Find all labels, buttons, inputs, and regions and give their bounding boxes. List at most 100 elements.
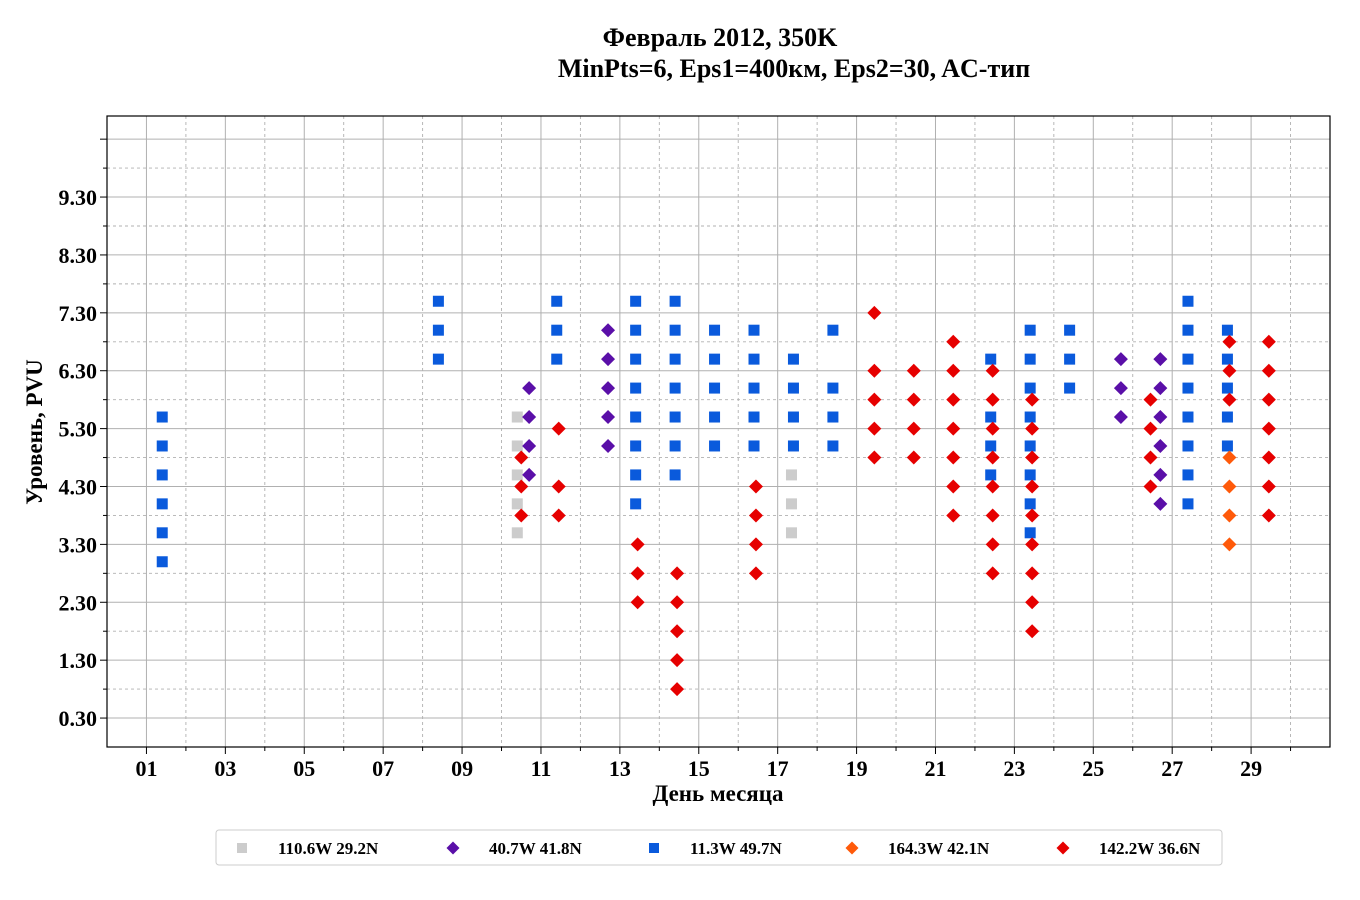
x-tick-label: 19 <box>846 756 868 781</box>
data-point <box>432 295 444 307</box>
data-point <box>156 527 168 539</box>
data-point <box>432 324 444 336</box>
data-point <box>669 411 681 423</box>
data-point <box>522 381 537 396</box>
plot-area <box>106 115 1331 748</box>
data-point <box>785 469 797 481</box>
data-point <box>1221 382 1233 394</box>
grid <box>107 116 1330 747</box>
data-point <box>670 566 685 581</box>
x-tick-label: 13 <box>609 756 631 781</box>
x-tick-label: 07 <box>372 756 394 781</box>
x-tick-label: 29 <box>1240 756 1262 781</box>
data-point <box>1113 352 1128 367</box>
legend: 110.6W 29.2N 40.7W 41.8N 11.3W 49.7N 164.3W… <box>215 829 1223 866</box>
data-point <box>630 324 642 336</box>
data-point <box>522 438 537 453</box>
data-point <box>1221 411 1233 423</box>
data-point <box>1064 382 1076 394</box>
data-point <box>827 411 839 423</box>
data-point <box>785 527 797 539</box>
data-point <box>1025 624 1040 639</box>
data-point <box>601 323 616 338</box>
data-point <box>1222 363 1237 378</box>
x-tick-label: 01 <box>135 756 157 781</box>
data-point <box>1182 440 1194 452</box>
data-point <box>511 469 523 481</box>
data-point <box>1153 410 1168 425</box>
x-tick-label: 11 <box>531 756 552 781</box>
data-point <box>630 411 642 423</box>
legend-label: 142.2W 36.6N <box>1099 839 1201 858</box>
data-point <box>522 467 537 482</box>
data-point <box>1182 324 1194 336</box>
data-point <box>1182 469 1194 481</box>
data-point <box>985 411 997 423</box>
data-point <box>709 382 721 394</box>
data-point <box>946 392 961 407</box>
data-point <box>1025 508 1040 523</box>
legend-marker <box>1056 841 1070 855</box>
x-tick-label: 09 <box>451 756 473 781</box>
x-tick-label: 27 <box>1161 756 1183 781</box>
data-point <box>787 382 799 394</box>
data-point <box>511 440 523 452</box>
data-point <box>1064 353 1076 365</box>
data-point <box>748 537 763 552</box>
x-tick-label: 21 <box>924 756 946 781</box>
data-point <box>1261 450 1276 465</box>
data-point <box>985 508 1000 523</box>
data-point <box>985 469 997 481</box>
data-point <box>630 595 645 610</box>
data-point <box>1143 392 1158 407</box>
data-point <box>985 440 997 452</box>
data-point <box>1153 496 1168 511</box>
data-point <box>787 353 799 365</box>
data-point <box>670 624 685 639</box>
data-point <box>985 479 1000 494</box>
data-point <box>1222 508 1237 523</box>
data-point <box>551 508 566 523</box>
data-point <box>1025 450 1040 465</box>
data-point <box>946 334 961 349</box>
x-tick-label: 03 <box>214 756 236 781</box>
data-point <box>551 353 563 365</box>
legend-label: 164.3W 42.1N <box>888 839 990 858</box>
data-point <box>156 556 168 568</box>
data-point <box>669 324 681 336</box>
data-point <box>1261 508 1276 523</box>
y-tick-label: 4.30 <box>59 474 98 499</box>
data-point <box>670 682 685 697</box>
data-point <box>630 440 642 452</box>
y-tick-label: 9.30 <box>59 185 98 210</box>
data-point <box>669 353 681 365</box>
data-point <box>1261 392 1276 407</box>
data-point <box>670 595 685 610</box>
data-point <box>432 353 444 365</box>
data-point <box>1182 295 1194 307</box>
data-point <box>1024 527 1036 539</box>
data-point <box>1024 382 1036 394</box>
data-point <box>511 527 523 539</box>
data-point <box>1153 381 1168 396</box>
y-tick-label: 5.30 <box>59 417 98 442</box>
y-tick-label: 8.30 <box>59 243 98 268</box>
data-point <box>1261 363 1276 378</box>
data-point <box>709 411 721 423</box>
data-point <box>630 469 642 481</box>
data-point <box>630 295 642 307</box>
data-point <box>1153 467 1168 482</box>
data-point <box>946 363 961 378</box>
data-point <box>1025 566 1040 581</box>
data-point <box>511 411 523 423</box>
y-tick-label: 2.30 <box>59 590 98 615</box>
data-point <box>1113 381 1128 396</box>
data-point <box>601 352 616 367</box>
x-tick-label: 23 <box>1003 756 1025 781</box>
data-point <box>748 382 760 394</box>
data-point <box>709 353 721 365</box>
y-tick-label: 0.30 <box>59 706 98 731</box>
data-point <box>1261 334 1276 349</box>
data-point <box>1153 438 1168 453</box>
